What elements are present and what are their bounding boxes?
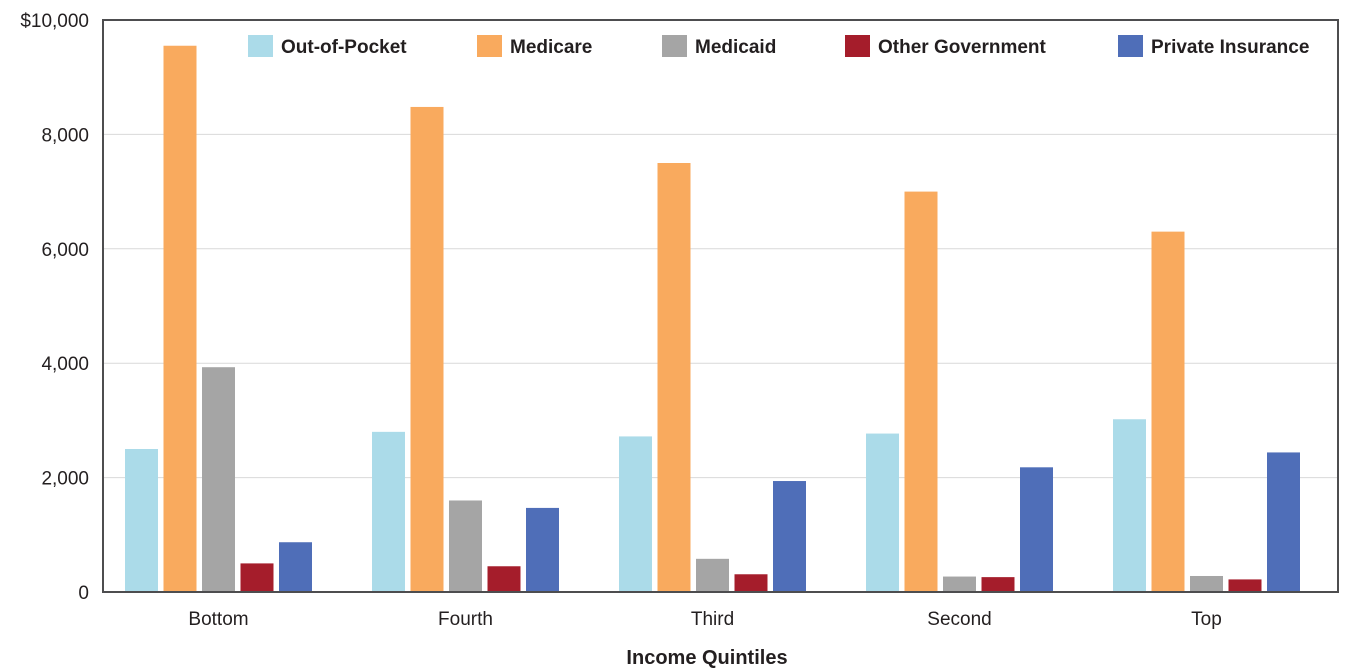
x-tick-label: Fourth	[438, 609, 493, 630]
bar	[1228, 579, 1262, 592]
y-tick-label: 4,000	[41, 354, 89, 375]
y-tick-label: $10,000	[20, 11, 89, 32]
legend-swatch	[1118, 35, 1143, 57]
x-tick-label: Third	[691, 609, 734, 630]
bars	[125, 45, 1300, 593]
legend-label: Out-of-Pocket	[281, 37, 407, 58]
legend-swatch	[662, 35, 687, 57]
bar	[981, 577, 1015, 592]
legend-label: Medicare	[510, 37, 592, 58]
y-tick-label: 2,000	[41, 469, 89, 490]
bar	[1267, 452, 1300, 592]
y-axis-ticks: 0 2,000 4,000 6,000 8,000 $10,000	[20, 11, 89, 604]
x-tick-label: Bottom	[188, 609, 248, 630]
bar	[1113, 419, 1146, 592]
bar	[526, 507, 559, 592]
bar	[279, 542, 312, 592]
bar	[943, 576, 976, 592]
legend-label: Private Insurance	[1151, 37, 1309, 58]
bar	[410, 106, 444, 592]
bar	[866, 433, 899, 592]
legend-label: Other Government	[878, 37, 1047, 58]
legend-swatch	[845, 35, 870, 57]
y-tick-label: 0	[78, 583, 89, 604]
y-tick-label: 8,000	[41, 125, 89, 146]
x-axis-title: Income Quintiles	[626, 647, 787, 669]
x-tick-label: Second	[927, 609, 991, 630]
legend-label: Medicaid	[695, 37, 776, 58]
bar	[619, 436, 652, 592]
bar	[1151, 231, 1185, 592]
bar	[202, 367, 235, 592]
bar	[240, 563, 274, 592]
bar	[904, 191, 938, 592]
bar	[734, 574, 768, 592]
bar	[487, 566, 521, 592]
bar	[449, 500, 482, 592]
bar	[372, 431, 405, 592]
legend-swatch	[248, 35, 273, 57]
bar	[163, 45, 197, 593]
bar	[1190, 575, 1223, 592]
x-axis-categories: Bottom Fourth Third Second Top	[188, 609, 1221, 630]
bar	[1020, 467, 1053, 592]
plot-frame	[102, 19, 1339, 593]
y-tick-label: 6,000	[41, 240, 89, 261]
legend-swatch	[477, 35, 502, 57]
bar	[125, 449, 158, 592]
bar	[696, 558, 729, 592]
bar	[773, 481, 806, 592]
bar	[657, 163, 691, 592]
x-tick-label: Top	[1191, 609, 1222, 630]
legend: Out-of-Pocket Medicare Medicaid Other Gover…	[248, 35, 1309, 58]
